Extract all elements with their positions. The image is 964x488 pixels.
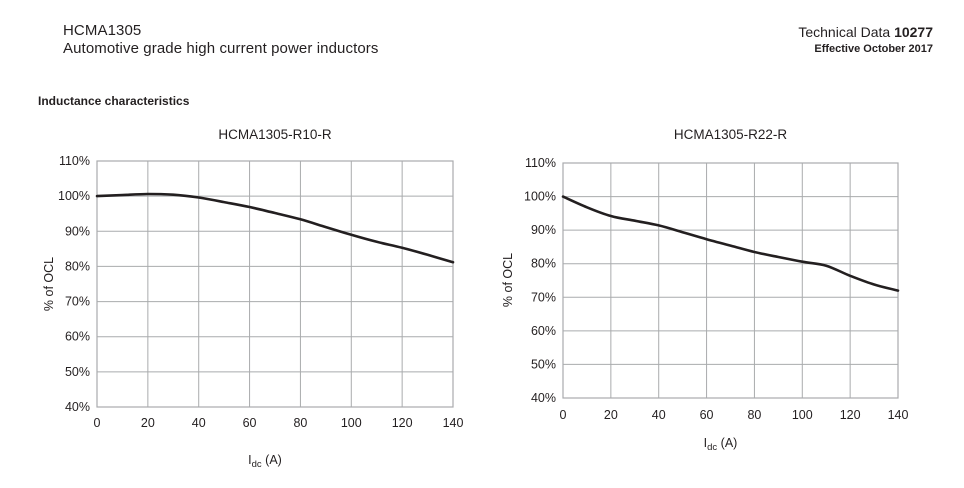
- y-tick-label: 60%: [65, 330, 90, 344]
- data-curve: [561, 195, 900, 292]
- y-tick-label: 110%: [525, 156, 556, 170]
- chart-title: HCMA1305-R10-R: [218, 127, 332, 142]
- x-tick-label: 80: [293, 416, 307, 430]
- x-tick-label: 100: [792, 408, 813, 422]
- y-tick-label: 40%: [65, 400, 90, 414]
- x-tick-label: 0: [560, 408, 567, 422]
- y-tick-label: 110%: [59, 154, 90, 168]
- y-tick-label: 80%: [531, 257, 556, 271]
- y-axis-title: % of OCL: [42, 257, 56, 311]
- chart-hcma1305-r22-r: 0 20 40 60 80 100 120 140 110% 100% 90% 80% 70% 60% 50…: [500, 120, 930, 460]
- data-curve: [95, 192, 455, 264]
- plot-border: [96, 160, 454, 408]
- section-title: Inductance characteristics: [38, 94, 190, 108]
- effective-date: Effective October 2017: [814, 43, 933, 55]
- product-name: HCMA1305: [63, 22, 142, 39]
- doc-number: 10277: [894, 24, 933, 40]
- y-tick-label: 100%: [58, 189, 90, 203]
- x-axis-title: Idc (A): [248, 453, 282, 470]
- y-tick-label: 100%: [524, 190, 556, 204]
- y-tick-label: 40%: [531, 391, 556, 405]
- chart-title: HCMA1305-R22-R: [674, 127, 788, 142]
- header-left: HCMA1305 Automotive grade high current p…: [63, 22, 379, 58]
- x-tick-label: 0: [94, 416, 101, 430]
- y-tick-label: 90%: [65, 224, 90, 238]
- x-tick-label: 120: [840, 408, 861, 422]
- inductance-chart-svg-r10: 0 20 40 60 80 100 120 140 110% 100% 90% 80% 70% 60% 50…: [42, 127, 464, 470]
- y-tick-label: 50%: [531, 357, 556, 371]
- x-tick-label: 140: [443, 416, 464, 430]
- plot-border: [562, 162, 899, 399]
- y-tick-label: 80%: [65, 259, 90, 273]
- x-axis-title: Idc (A): [704, 436, 738, 453]
- y-tick-label: 70%: [531, 290, 556, 304]
- header-right: Technical Data 10277 Effective October 2…: [798, 24, 933, 55]
- y-axis-title: % of OCL: [501, 253, 515, 307]
- chart-hcma1305-r10-r: 0 20 40 60 80 100 120 140 110% 100% 90% 80% 70% 60% 50…: [40, 120, 480, 488]
- x-tick-label: 120: [392, 416, 413, 430]
- doc-title-line: Technical Data 10277: [798, 24, 933, 40]
- x-tick-label: 100: [341, 416, 362, 430]
- doc-type: Technical Data: [798, 24, 891, 40]
- y-tick-label: 60%: [531, 324, 556, 338]
- y-tick-label: 70%: [65, 295, 90, 309]
- inductance-chart-svg-r22: 0 20 40 60 80 100 120 140 110% 100% 90% 80% 70% 60% 50…: [501, 127, 909, 453]
- x-tick-label: 80: [747, 408, 761, 422]
- x-tick-label: 40: [192, 416, 206, 430]
- y-tick-label: 90%: [531, 223, 556, 237]
- x-tick-label: 60: [700, 408, 714, 422]
- x-tick-label: 20: [604, 408, 618, 422]
- x-tick-label: 140: [888, 408, 909, 422]
- x-tick-label: 40: [652, 408, 666, 422]
- x-tick-label: 20: [141, 416, 155, 430]
- y-tick-label: 50%: [65, 365, 90, 379]
- x-tick-label: 60: [243, 416, 257, 430]
- product-subtitle: Automotive grade high current power indu…: [63, 40, 379, 57]
